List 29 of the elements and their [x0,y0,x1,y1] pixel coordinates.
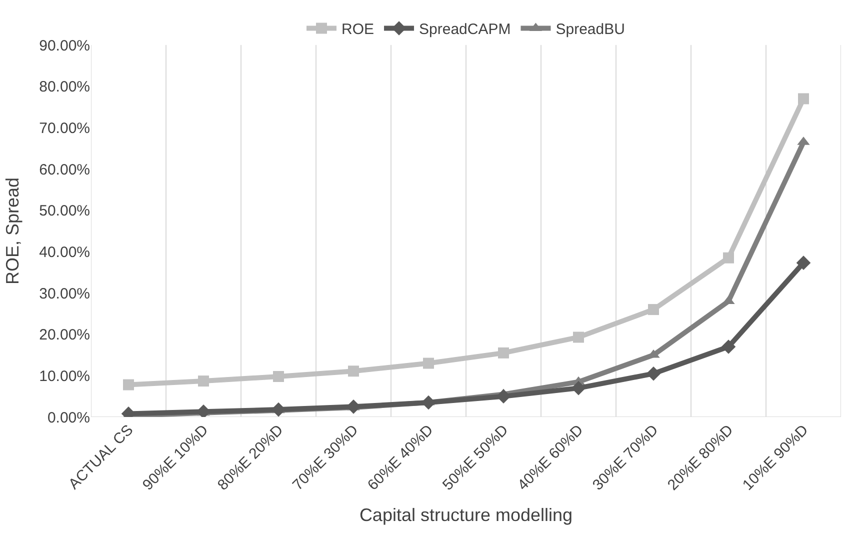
point [498,347,509,358]
point [648,304,659,316]
y-tick-label: 70.00% [39,120,90,137]
y-tick-label: 50.00% [39,202,90,220]
point [573,332,584,343]
point [198,376,209,387]
x-axis-title: Capital structure modelling [359,504,573,525]
legend-label: SpreadBU [556,21,625,38]
y-tick-label: 0.00% [47,409,90,426]
point [721,340,736,354]
point [646,366,661,381]
legend-label: SpreadCAPM [419,21,511,38]
point [423,358,434,369]
y-tick-label: 90.00% [39,37,90,54]
legend-label: ROE [342,21,374,38]
y-tick-label: 10.00% [39,368,90,385]
point [348,366,359,377]
y-tick-label: 80.00% [39,78,90,96]
point [723,252,734,264]
y-axis-title: ROE, Spread [2,177,22,285]
point [273,370,284,382]
point [796,256,811,270]
y-tick-label: 60.00% [39,161,90,178]
point [798,93,809,104]
y-tick-label: 40.00% [39,244,90,261]
point [123,379,134,390]
y-tick-label: 30.00% [39,285,90,302]
point [571,380,586,396]
y-tick-label: 20.00% [39,326,90,344]
